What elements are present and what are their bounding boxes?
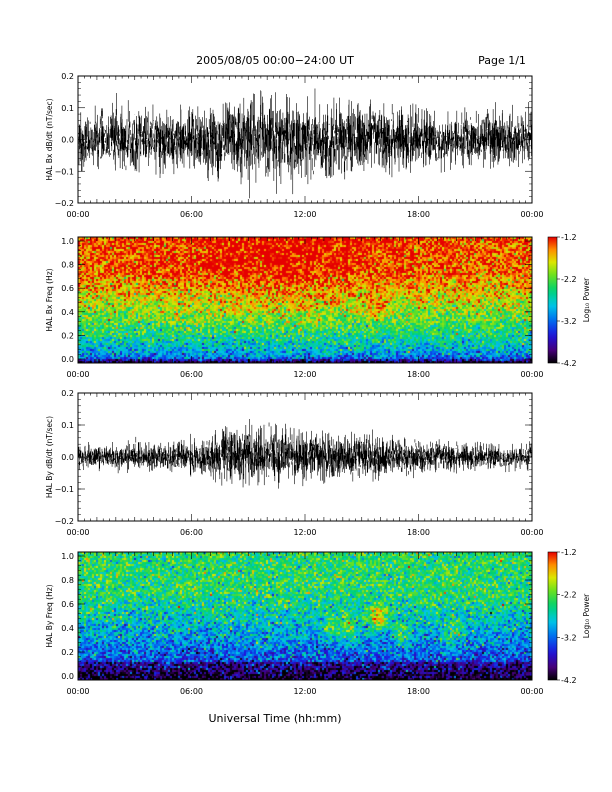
y-tick-label: 0.6 [61, 284, 74, 293]
x-tick-label: 18:00 [407, 210, 430, 219]
y-tick-label: −0.1 [55, 485, 74, 494]
x-tick-label: 12:00 [293, 528, 316, 537]
x-tick-label: 12:00 [293, 210, 316, 219]
y-tick-label: 0.0 [61, 453, 74, 462]
y-tick-label: 0.6 [61, 600, 74, 609]
x-tick-label: 00:00 [520, 210, 543, 219]
colorbar-tick-label: -4.2 [561, 359, 577, 368]
y-tick-label: 0.1 [61, 104, 74, 113]
dbdt-trace [77, 419, 533, 489]
panel-by-dbdt: 00:00 06:00 12:00 18:00 00:00 0.2 0.1 0.0 −0.1 −0… [45, 389, 544, 537]
y-tick-label: 0.4 [61, 308, 74, 317]
colorbar-bx: -1.2 -2.2 -3.2 -4.2 Log₁₀ Power [547, 233, 591, 368]
colorbar-scale [547, 236, 558, 364]
colorbar-label: Log₁₀ Power [582, 593, 591, 638]
x-axis-label: Universal Time (hh:mm) [209, 712, 342, 725]
x-tick-label: 18:00 [407, 370, 430, 379]
y-tick-label: 1.0 [61, 552, 74, 561]
x-tick-label: 00:00 [520, 370, 543, 379]
y-tick-label: 0.2 [61, 72, 74, 81]
colorbar-by: -1.2 -2.2 -3.2 -4.2 Log₁₀ Power [547, 548, 591, 685]
y-tick-label: 0.8 [61, 261, 74, 270]
colorbar-tick-label: -1.2 [561, 233, 577, 242]
y-tick-label: −0.1 [55, 167, 74, 176]
figure-title: 2005/08/05 00:00−24:00 UT [196, 54, 354, 67]
x-tick-label: 00:00 [520, 528, 543, 537]
y-tick-label: −0.2 [55, 199, 74, 208]
colorbar-tick-label: -4.2 [561, 676, 577, 685]
y-tick-label: 0.0 [61, 672, 74, 681]
y-tick-label: 0.0 [61, 355, 74, 364]
y-tick-label: 1.0 [61, 237, 74, 246]
x-tick-label: 00:00 [66, 687, 89, 696]
y-axis-label: HAL Bx Freq (Hz) [45, 268, 54, 331]
y-tick-label: 0.2 [61, 331, 74, 340]
page-indicator: Page 1/1 [478, 54, 526, 67]
x-tick-label: 12:00 [293, 687, 316, 696]
colorbar-tick-label: -3.2 [561, 317, 577, 326]
x-tick-label: 00:00 [66, 528, 89, 537]
panel-bx-spectrogram: 00:00 06:00 12:00 18:00 00:00 1.0 0.8 0.6 0.4 0.2… [45, 236, 544, 379]
y-tick-label: 0.2 [61, 389, 74, 398]
x-tick-label: 18:00 [407, 687, 430, 696]
colorbar-tick-label: -3.2 [561, 633, 577, 642]
colorbar-label: Log₁₀ Power [582, 277, 591, 322]
y-tick-label: 0.4 [61, 624, 74, 633]
y-tick-label: 0.2 [61, 648, 74, 657]
x-tick-label: 00:00 [66, 210, 89, 219]
colorbar-tick-label: -1.2 [561, 548, 577, 557]
y-axis-label: HAL By dB/dt (nT/sec) [45, 416, 54, 498]
panel-bx-dbdt: 00:00 06:00 12:00 18:00 00:00 0.2 0.1 0.0 −0.1 −0… [45, 72, 544, 219]
x-tick-label: 00:00 [66, 370, 89, 379]
x-tick-label: 06:00 [180, 528, 203, 537]
panel-by-spectrogram: 00:00 06:00 12:00 18:00 00:00 1.0 0.8 0.6 0.4 0.2… [45, 551, 544, 696]
y-axis-label: HAL By Freq (Hz) [45, 584, 54, 647]
y-tick-label: 0.0 [61, 136, 74, 145]
y-tick-label: 0.1 [61, 421, 74, 430]
y-tick-label: −0.2 [55, 517, 74, 526]
x-tick-label: 00:00 [520, 687, 543, 696]
colorbar-tick-label: -2.2 [561, 591, 577, 600]
y-axis-label: HAL Bx dB/dt (nT/sec) [45, 98, 54, 180]
x-tick-label: 06:00 [180, 370, 203, 379]
dbdt-trace [77, 88, 533, 199]
x-tick-label: 06:00 [180, 687, 203, 696]
x-tick-label: 06:00 [180, 210, 203, 219]
colorbar-scale [547, 551, 558, 681]
x-tick-label: 12:00 [293, 370, 316, 379]
colorbar-tick-label: -2.2 [561, 275, 577, 284]
x-tick-label: 18:00 [407, 528, 430, 537]
y-tick-label: 0.8 [61, 576, 74, 585]
